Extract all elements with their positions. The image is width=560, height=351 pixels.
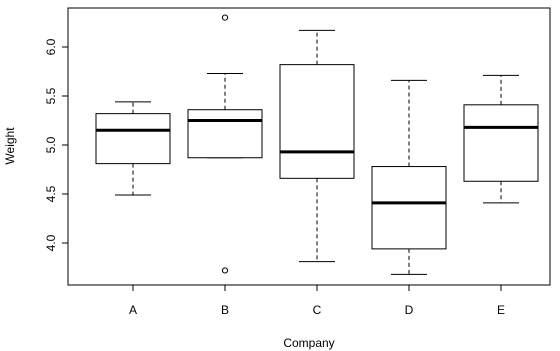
box-rect-A [95, 113, 171, 165]
boxes-group [95, 14, 539, 275]
y-tick-label-1: 4.5 [44, 185, 58, 202]
box-C [279, 29, 355, 263]
y-tick-label-0: 4.0 [44, 234, 58, 251]
x-axis: A B C D E [129, 285, 505, 317]
y-tick-label-3: 5.5 [44, 87, 58, 104]
y-axis: 4.0 4.5 5.0 5.5 6.0 [44, 38, 68, 251]
x-axis-label: Company [283, 336, 334, 350]
x-tick-label-1: B [221, 303, 229, 317]
box-B [187, 14, 263, 274]
x-tick-label-0: A [129, 303, 137, 317]
box-rect-E [463, 104, 539, 182]
y-axis-label: Weight [3, 127, 17, 165]
box-D [371, 79, 447, 275]
box-E [463, 74, 539, 204]
outlier-B-1 [221, 267, 229, 274]
box-rect-D [371, 166, 447, 250]
box-A [95, 101, 171, 196]
x-tick-label-4: E [497, 303, 505, 317]
box-rect-C [279, 64, 355, 179]
y-tick-label-4: 6.0 [44, 38, 58, 55]
x-tick-label-3: D [405, 303, 414, 317]
plot-frame [67, 7, 551, 286]
x-tick-label-2: C [313, 303, 322, 317]
y-tick-label-2: 5.0 [44, 136, 58, 153]
outlier-B-0 [221, 14, 229, 21]
box-rect-B [187, 109, 263, 159]
